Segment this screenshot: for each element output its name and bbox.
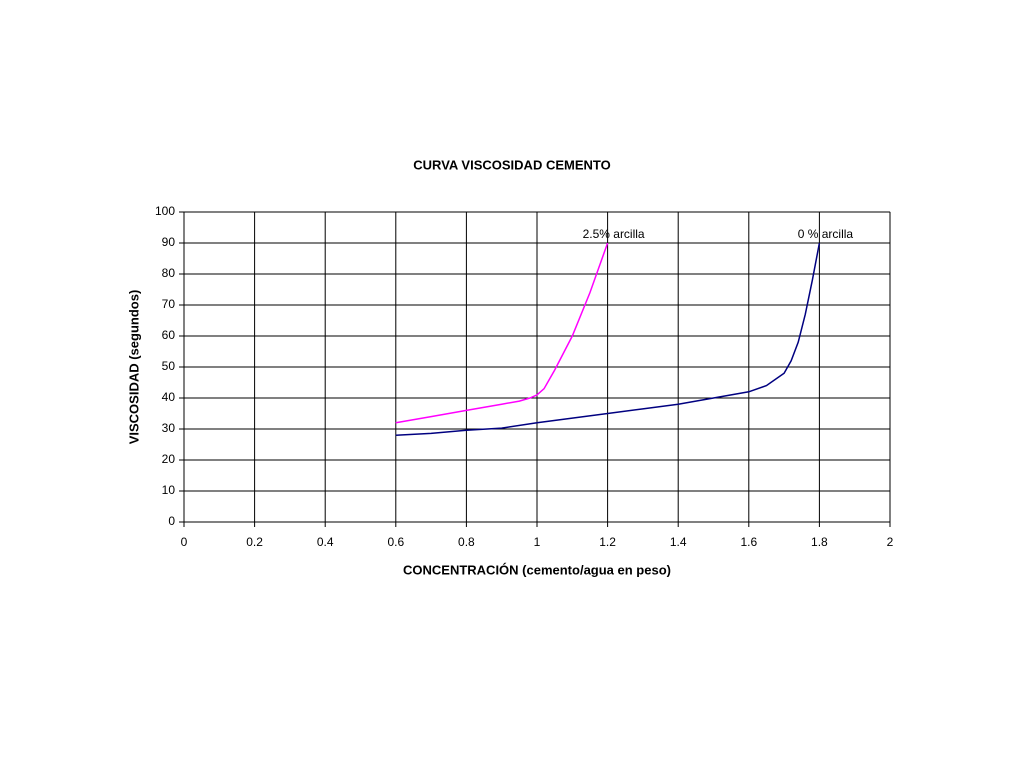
y-tick-label: 90	[162, 235, 176, 249]
y-tick-label: 70	[162, 297, 176, 311]
x-tick-label: 0.2	[246, 535, 263, 549]
series-label: 2.5% arcilla	[583, 227, 645, 241]
x-tick-label: 1	[534, 535, 541, 549]
y-tick-label: 0	[168, 514, 175, 528]
y-tick-label: 10	[162, 483, 176, 497]
y-axis-label: VISCOSIDAD (segundos)	[126, 290, 141, 445]
x-tick-label: 1.2	[599, 535, 616, 549]
x-tick-label: 0.4	[317, 535, 334, 549]
chart-title: CURVA VISCOSIDAD CEMENTO	[413, 157, 610, 172]
x-tick-label: 1.6	[740, 535, 757, 549]
y-tick-label: 20	[162, 452, 176, 466]
y-tick-label: 50	[162, 359, 176, 373]
y-tick-label: 30	[162, 421, 176, 435]
series-line	[395, 242, 609, 424]
series-label: 0 % arcilla	[798, 227, 854, 241]
x-tick-label: 1.4	[670, 535, 687, 549]
x-tick-label: 2	[887, 535, 894, 549]
series-line	[395, 242, 821, 436]
x-tick-label: 0.8	[458, 535, 475, 549]
x-tick-label: 0.6	[387, 535, 404, 549]
y-tick-label: 80	[162, 266, 176, 280]
x-axis-label: CONCENTRACIÓN (cemento/agua en peso)	[403, 562, 671, 577]
x-tick-label: 0	[181, 535, 188, 549]
y-tick-label: 40	[162, 390, 176, 404]
y-tick-label: 100	[155, 204, 175, 218]
y-tick-label: 60	[162, 328, 176, 342]
x-tick-label: 1.8	[811, 535, 828, 549]
